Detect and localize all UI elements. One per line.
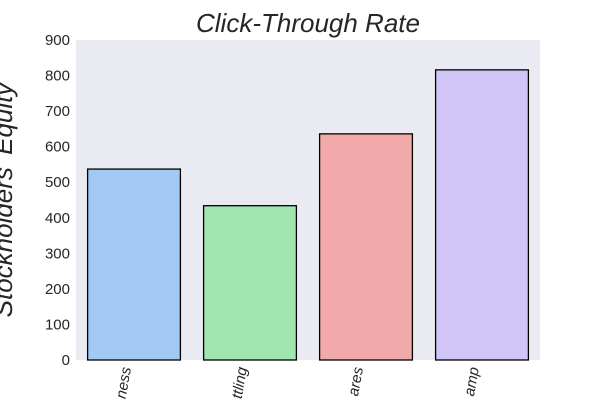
y-tick-label: 0 bbox=[62, 352, 70, 369]
y-tick-label: 400 bbox=[45, 210, 70, 227]
bar bbox=[86, 168, 182, 361]
x-tick-label: ttling bbox=[229, 365, 251, 400]
y-tick-label: 700 bbox=[45, 103, 70, 120]
y-tick-label: 600 bbox=[45, 139, 70, 156]
y-tick-label: 200 bbox=[45, 281, 70, 298]
x-tick-label: ares bbox=[345, 365, 367, 397]
bar bbox=[318, 133, 414, 361]
chart-title: Click-Through Rate bbox=[196, 8, 420, 38]
bars-group bbox=[86, 69, 530, 361]
y-tick-label: 300 bbox=[45, 245, 70, 262]
y-tick-label: 900 bbox=[45, 32, 70, 49]
bar bbox=[202, 205, 298, 361]
x-axis-ticks: ness ttling ares amp bbox=[113, 365, 483, 400]
y-tick-label: 800 bbox=[45, 68, 70, 85]
y-axis-label: Stockholders' Equity bbox=[0, 81, 18, 318]
y-tick-label: 500 bbox=[45, 174, 70, 191]
x-tick-label: ness bbox=[113, 365, 135, 400]
x-tick-label: amp bbox=[461, 366, 483, 398]
bar bbox=[434, 69, 530, 361]
y-axis-ticks: 0 100 200 300 400 500 600 700 800 900 bbox=[45, 32, 70, 369]
y-tick-label: 100 bbox=[45, 316, 70, 333]
